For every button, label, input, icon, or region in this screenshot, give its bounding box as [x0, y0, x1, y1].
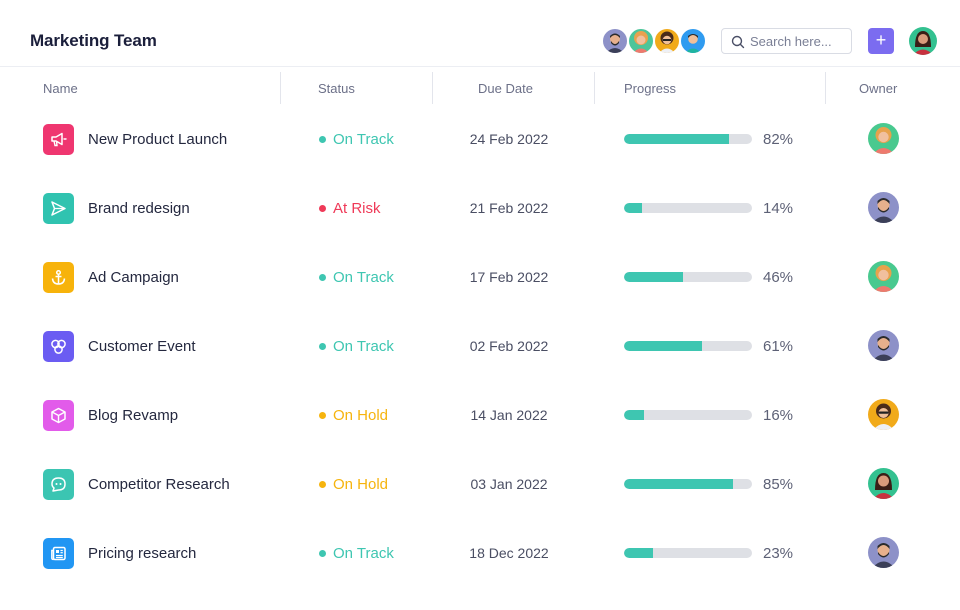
column-header-due-date[interactable]: Due Date — [478, 81, 533, 96]
table-row[interactable]: New Product Launch On Track 24 Feb 2022 … — [0, 109, 960, 178]
progress-bar — [624, 410, 752, 420]
progress-fill — [624, 479, 733, 489]
owner-avatar[interactable] — [868, 468, 899, 499]
status-dot — [319, 550, 326, 557]
progress-percent: 14% — [763, 200, 794, 217]
status-badge: On Hold — [333, 407, 389, 424]
project-name[interactable]: Ad Campaign — [88, 269, 179, 286]
anchor-icon — [43, 262, 74, 293]
team-avatar[interactable] — [627, 27, 655, 55]
column-header-owner[interactable]: Owner — [859, 81, 898, 96]
due-date: 14 Jan 2022 — [470, 407, 548, 423]
progress-fill — [624, 134, 729, 144]
progress-fill — [624, 548, 654, 558]
due-date: 21 Feb 2022 — [469, 200, 549, 216]
status-dot — [319, 136, 326, 143]
progress-percent: 82% — [763, 131, 794, 148]
due-date: 17 Feb 2022 — [469, 269, 549, 285]
column-header-status[interactable]: Status — [318, 81, 355, 96]
table-row[interactable]: Brand redesign At Risk 21 Feb 2022 14% — [0, 178, 960, 247]
cube-icon — [43, 400, 74, 431]
search-icon — [731, 35, 745, 49]
project-name[interactable]: Brand redesign — [88, 200, 190, 217]
status-dot — [319, 205, 326, 212]
table-row[interactable]: Ad Campaign On Track 17 Feb 2022 46% — [0, 247, 960, 316]
status-badge: At Risk — [333, 200, 381, 217]
column-header-name[interactable]: Name — [43, 81, 78, 96]
column-divider[interactable] — [594, 72, 595, 104]
status-badge: On Track — [333, 131, 394, 148]
team-avatar[interactable] — [601, 27, 629, 55]
status-badge: On Track — [333, 338, 394, 355]
progress-bar — [624, 548, 752, 558]
table-row[interactable]: Competitor Research On Hold 03 Jan 2022 … — [0, 454, 960, 523]
progress-bar — [624, 479, 752, 489]
send-icon — [43, 193, 74, 224]
project-name[interactable]: Customer Event — [88, 338, 196, 355]
project-name[interactable]: Competitor Research — [88, 476, 230, 493]
due-date: 03 Jan 2022 — [470, 476, 548, 492]
team-avatar[interactable] — [653, 27, 681, 55]
newspaper-icon — [43, 538, 74, 569]
add-button[interactable]: + — [868, 28, 894, 54]
column-divider[interactable] — [432, 72, 433, 104]
column-divider[interactable] — [280, 72, 281, 104]
progress-percent: 46% — [763, 269, 794, 286]
progress-percent: 61% — [763, 338, 794, 355]
circles-icon — [43, 331, 74, 362]
search-input[interactable] — [750, 32, 848, 50]
progress-percent: 16% — [763, 407, 794, 424]
table-row[interactable]: Blog Revamp On Hold 14 Jan 2022 16% — [0, 385, 960, 454]
owner-avatar[interactable] — [868, 192, 899, 223]
owner-avatar[interactable] — [868, 537, 899, 568]
project-name[interactable]: New Product Launch — [88, 131, 228, 148]
status-dot — [319, 412, 326, 419]
due-date: 24 Feb 2022 — [469, 131, 549, 147]
table-row[interactable]: Customer Event On Track 02 Feb 2022 61% — [0, 316, 960, 385]
page-title: Marketing Team — [30, 31, 157, 50]
status-badge: On Track — [333, 545, 394, 562]
due-date: 02 Feb 2022 — [469, 338, 549, 354]
project-name[interactable]: Blog Revamp — [88, 407, 179, 424]
owner-avatar[interactable] — [868, 123, 899, 154]
column-header-progress[interactable]: Progress — [624, 81, 677, 96]
project-name[interactable]: Pricing research — [88, 545, 197, 562]
owner-avatar[interactable] — [868, 399, 899, 430]
progress-fill — [624, 272, 683, 282]
user-avatar[interactable] — [909, 27, 937, 55]
chat-icon — [43, 469, 74, 500]
table-row[interactable]: Pricing research On Track 18 Dec 2022 23… — [0, 523, 960, 592]
progress-bar — [624, 203, 752, 213]
team-avatar[interactable] — [679, 27, 707, 55]
owner-avatar[interactable] — [868, 330, 899, 361]
status-dot — [319, 343, 326, 350]
top-bar: Marketing Team + — [0, 0, 960, 67]
progress-bar — [624, 272, 752, 282]
progress-fill — [624, 341, 703, 351]
progress-fill — [624, 410, 645, 420]
progress-percent: 85% — [763, 476, 794, 493]
column-divider[interactable] — [825, 72, 826, 104]
megaphone-icon — [43, 124, 74, 155]
progress-percent: 23% — [763, 545, 794, 562]
due-date: 18 Dec 2022 — [469, 545, 549, 561]
status-badge: On Hold — [333, 476, 389, 493]
progress-bar — [624, 134, 752, 144]
owner-avatar[interactable] — [868, 261, 899, 292]
status-dot — [319, 274, 326, 281]
progress-fill — [624, 203, 642, 213]
progress-bar — [624, 341, 752, 351]
status-badge: On Track — [333, 269, 394, 286]
search-box[interactable] — [721, 28, 852, 54]
status-dot — [319, 481, 326, 488]
